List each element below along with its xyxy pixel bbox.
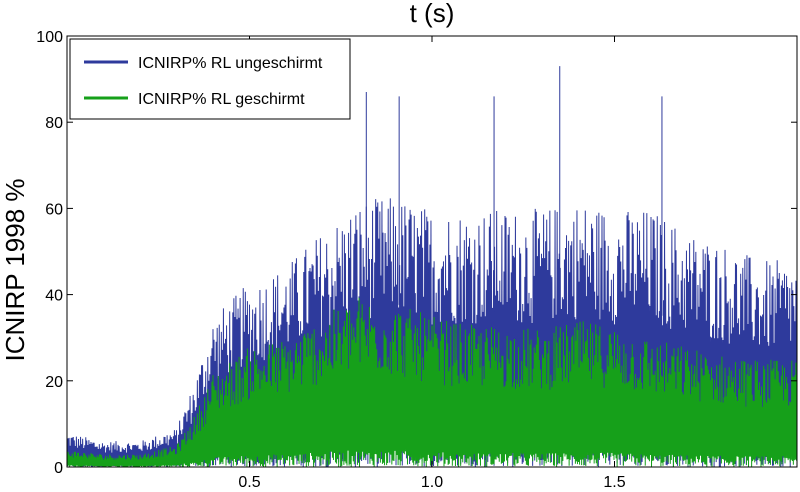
y-tick-label: 100 [36, 29, 63, 46]
y-tick-label: 80 [45, 115, 63, 132]
x-axis-ticks: 0.5 1.0 1.5 [238, 36, 626, 491]
series-trace [66, 297, 798, 468]
legend-box [69, 38, 351, 120]
y-axis-label: ICNIRP 1998 % [0, 178, 30, 361]
x-tick-label: 0.5 [238, 474, 260, 491]
x-tick-label: 1.0 [421, 474, 443, 491]
y-axis-ticks: 0 20 40 60 80 100 [36, 29, 797, 477]
legend-label-ungeschirmt: ICNIRP% RL ungeschirmt [138, 55, 323, 72]
plot-area [66, 66, 798, 468]
y-tick-label: 0 [54, 460, 63, 477]
chart-title: t (s) [410, 0, 455, 28]
legend-label-geschirmt: ICNIRP% RL geschirmt [138, 91, 305, 108]
series-geschirmt [66, 297, 798, 468]
legend: ICNIRP% RL ungeschirmt ICNIRP% RL geschi… [69, 38, 351, 120]
y-tick-label: 40 [45, 288, 63, 305]
y-tick-label: 60 [45, 201, 63, 218]
y-tick-label: 20 [45, 374, 63, 391]
x-tick-label: 1.5 [603, 474, 625, 491]
